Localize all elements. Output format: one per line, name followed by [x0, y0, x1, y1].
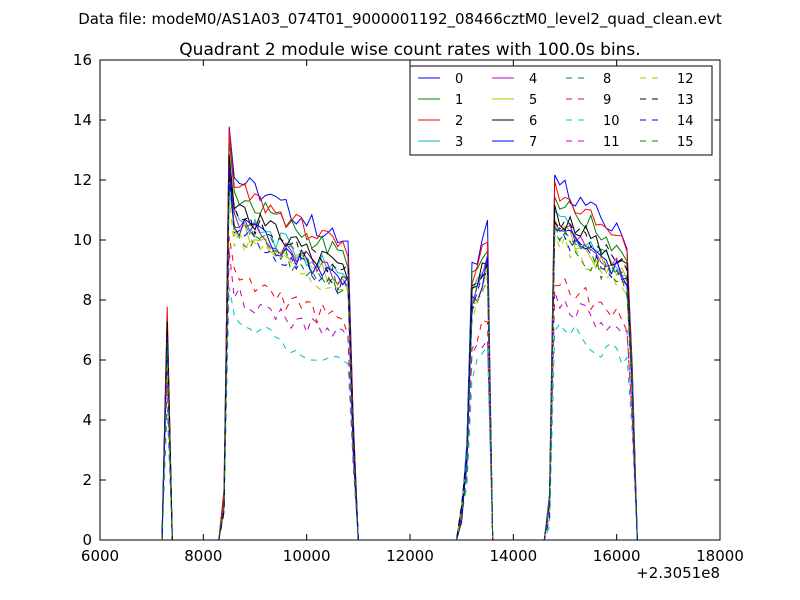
- y-tick-label: 10: [73, 231, 92, 249]
- legend-label-5: 5: [529, 93, 537, 108]
- legend-label-14: 14: [677, 114, 694, 129]
- legend-label-1: 1: [455, 93, 463, 108]
- y-tick-label: 8: [82, 291, 92, 309]
- legend-label-8: 8: [603, 72, 611, 87]
- legend-label-0: 0: [455, 72, 463, 87]
- figure-suptitle: Data file: modeM0/AS1A03_074T01_90000011…: [78, 10, 722, 29]
- y-tick-label: 0: [82, 531, 92, 549]
- x-tick-label: 18000: [696, 547, 744, 565]
- x-tick-label: 8000: [184, 547, 222, 565]
- legend-label-3: 3: [455, 135, 463, 150]
- legend-label-6: 6: [529, 114, 537, 129]
- x-axis: 6000 8000 10000 12000 14000 16000 18000: [81, 60, 744, 565]
- y-tick-label: 12: [73, 171, 92, 189]
- legend-label-12: 12: [677, 72, 694, 87]
- legend-label-2: 2: [455, 114, 463, 129]
- y-tick-label: 16: [73, 51, 92, 69]
- x-tick-label: 16000: [593, 547, 641, 565]
- legend-label-4: 4: [529, 72, 537, 87]
- legend-label-15: 15: [677, 135, 694, 150]
- y-tick-label: 14: [73, 111, 92, 129]
- legend-label-7: 7: [529, 135, 537, 150]
- series-line-9: [161, 236, 638, 541]
- y-tick-label: 4: [82, 411, 92, 429]
- legend-label-13: 13: [677, 93, 694, 108]
- x-tick-label: 10000: [283, 547, 331, 565]
- x-tick-label: 6000: [81, 547, 119, 565]
- x-tick-label: 14000: [489, 547, 537, 565]
- legend-label-11: 11: [603, 135, 620, 150]
- legend-label-9: 9: [603, 93, 611, 108]
- x-tick-label: 12000: [386, 547, 434, 565]
- legend-label-10: 10: [603, 114, 620, 129]
- y-tick-label: 6: [82, 351, 92, 369]
- series-line-10: [161, 287, 638, 541]
- y-tick-label: 2: [82, 471, 92, 489]
- legend-frame: [409, 65, 713, 156]
- x-offset-label: +2.3051e8: [636, 564, 720, 582]
- chart-title: Quadrant 2 module wise count rates with …: [179, 40, 640, 60]
